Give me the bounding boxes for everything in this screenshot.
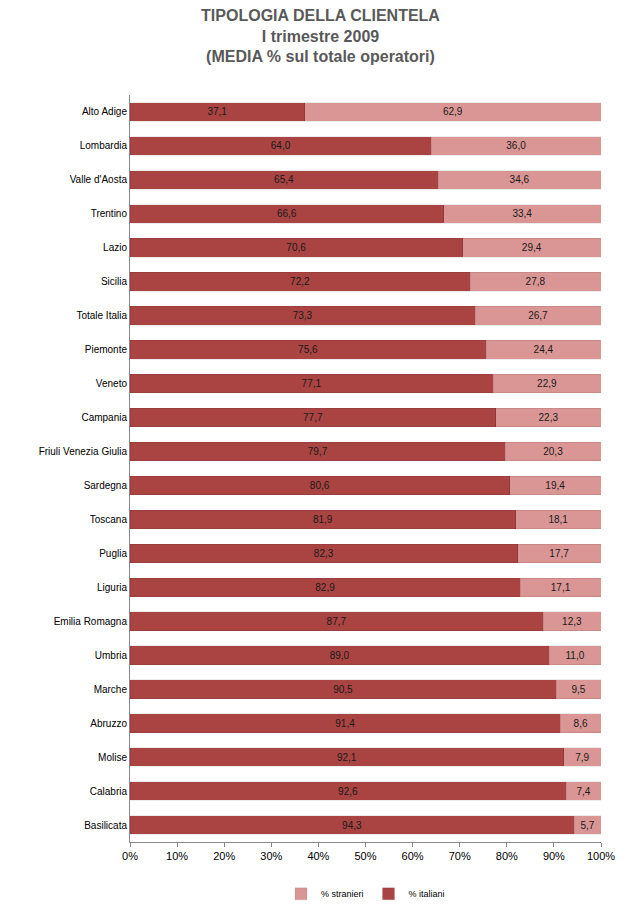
svg-text:79,7: 79,7 [308,446,328,457]
svg-text:24,4: 24,4 [534,344,554,355]
svg-text:82,3: 82,3 [314,548,334,559]
svg-text:9,5: 9,5 [571,684,585,695]
svg-text:Sicilia: Sicilia [101,276,128,287]
svg-text:18,1: 18,1 [548,514,568,525]
svg-text:77,1: 77,1 [302,378,322,389]
svg-text:Puglia: Puglia [99,548,127,559]
svg-text:87,7: 87,7 [327,616,347,627]
svg-text:22,9: 22,9 [537,378,557,389]
svg-text:Lazio: Lazio [103,242,127,253]
svg-text:Abruzzo: Abruzzo [90,718,127,729]
svg-text:65,4: 65,4 [274,174,294,185]
svg-text:7,9: 7,9 [575,752,589,763]
svg-text:70,6: 70,6 [286,242,306,253]
svg-text:33,4: 33,4 [512,208,532,219]
svg-text:90%: 90% [543,850,565,862]
svg-text:0%: 0% [122,850,138,862]
svg-text:36,0: 36,0 [506,140,526,151]
svg-text:20%: 20% [213,850,235,862]
svg-text:Liguria: Liguria [97,582,127,593]
svg-text:92,6: 92,6 [338,786,358,797]
svg-text:66,6: 66,6 [277,208,297,219]
svg-text:20,3: 20,3 [543,446,563,457]
svg-text:50%: 50% [354,850,376,862]
svg-text:90,5: 90,5 [333,684,353,695]
svg-text:81,9: 81,9 [313,514,333,525]
svg-text:Campania: Campania [81,412,127,423]
svg-text:Lombardia: Lombardia [80,140,128,151]
svg-text:Calabria: Calabria [90,786,128,797]
svg-text:Emilia Romagna: Emilia Romagna [54,616,128,627]
svg-text:5,7: 5,7 [580,820,594,831]
svg-text:62,9: 62,9 [443,106,463,117]
svg-text:26,7: 26,7 [528,310,548,321]
svg-text:72,2: 72,2 [290,276,310,287]
svg-text:60%: 60% [402,850,424,862]
svg-text:91,4: 91,4 [335,718,355,729]
svg-text:73,3: 73,3 [293,310,313,321]
svg-text:Alto Adige: Alto Adige [82,106,127,117]
svg-text:22,3: 22,3 [539,412,559,423]
svg-text:Totale Italia: Totale Italia [76,310,127,321]
svg-text:Umbria: Umbria [95,650,128,661]
svg-text:70%: 70% [449,850,471,862]
svg-text:40%: 40% [307,850,329,862]
svg-text:12,3: 12,3 [562,616,582,627]
svg-text:Marche: Marche [94,684,128,695]
svg-text:100%: 100% [587,850,615,862]
svg-text:19,4: 19,4 [545,480,565,491]
svg-text:Trentino: Trentino [91,208,128,219]
svg-text:11,0: 11,0 [566,650,585,661]
svg-text:Friuli Venezia Giulia: Friuli Venezia Giulia [39,446,128,457]
svg-text:10%: 10% [166,850,188,862]
svg-text:Basilicata: Basilicata [84,820,127,831]
svg-text:80%: 80% [496,850,518,862]
svg-text:37,1: 37,1 [207,106,227,117]
svg-text:75,6: 75,6 [298,344,318,355]
svg-text:17,1: 17,1 [551,582,571,593]
svg-text:27,8: 27,8 [526,276,546,287]
svg-text:Piemonte: Piemonte [85,344,128,355]
svg-text:Valle d'Aosta: Valle d'Aosta [70,174,128,185]
svg-text:80,6: 80,6 [310,480,330,491]
svg-text:Toscana: Toscana [90,514,128,525]
svg-text:29,4: 29,4 [522,242,542,253]
svg-text:34,6: 34,6 [510,174,530,185]
svg-text:% stranieri: % stranieri [321,889,364,899]
svg-text:7,4: 7,4 [576,786,590,797]
svg-text:30%: 30% [260,850,282,862]
svg-text:77,7: 77,7 [303,412,323,423]
svg-text:8,6: 8,6 [574,718,588,729]
svg-text:% italiani: % italiani [409,889,445,899]
svg-text:Veneto: Veneto [96,378,128,389]
svg-text:82,9: 82,9 [315,582,335,593]
svg-text:Molise: Molise [98,752,127,763]
svg-text:Sardegna: Sardegna [84,480,128,491]
svg-text:94,3: 94,3 [342,820,362,831]
svg-text:64,0: 64,0 [271,140,291,151]
svg-text:92,1: 92,1 [337,752,357,763]
svg-text:89,0: 89,0 [330,650,350,661]
svg-text:TIPOLOGIA DELLA CLIENTELAI tri: TIPOLOGIA DELLA CLIENTELAI trimestre 200… [201,7,440,66]
svg-text:17,7: 17,7 [549,548,569,559]
